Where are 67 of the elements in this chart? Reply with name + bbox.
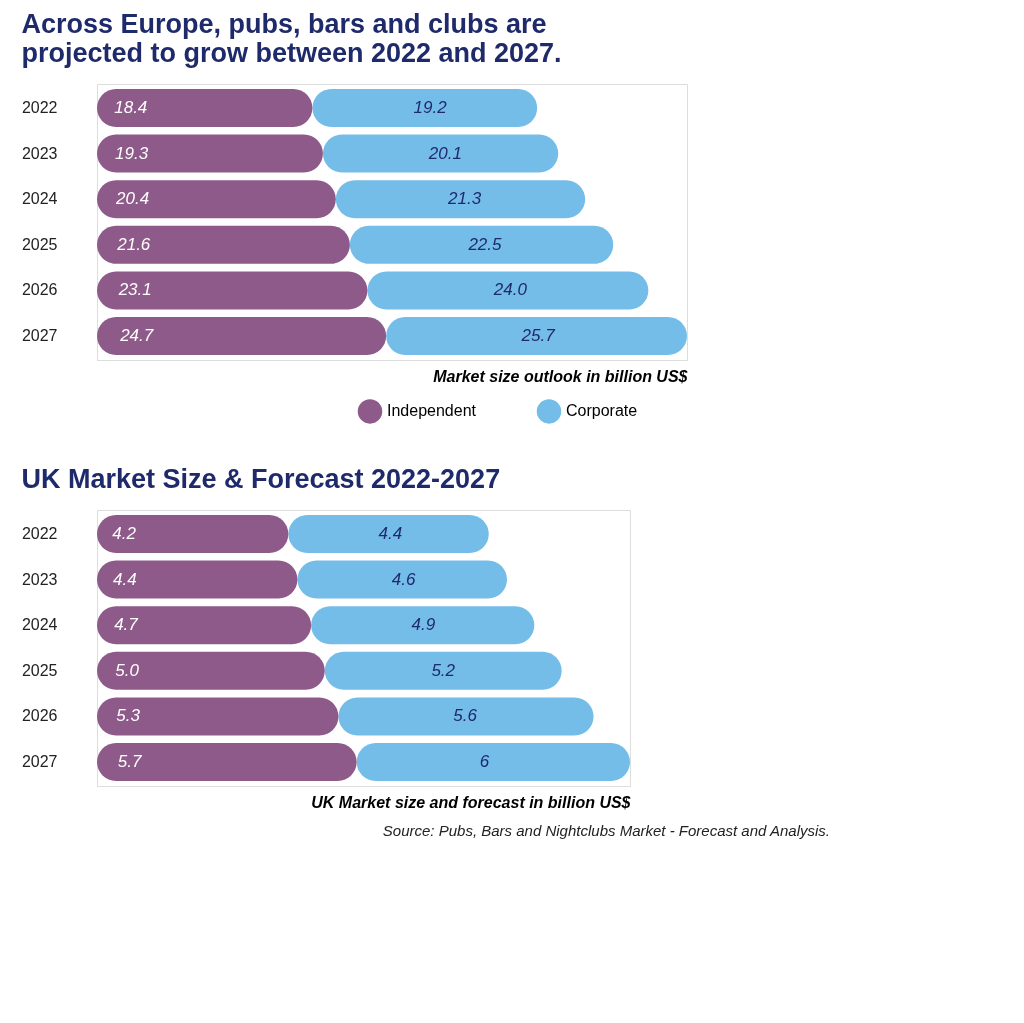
bar	[97, 606, 312, 645]
bar	[97, 514, 289, 553]
chart-title: Across Europe, pubs, bars and clubs are projected to grow between 2022 and 2027.	[21, 9, 562, 68]
data-label: 4.6	[391, 569, 416, 589]
x-axis-title: UK Market size and forecast in billion US$	[311, 793, 632, 811]
data-label: 4.2	[112, 523, 137, 543]
y-tick-label: 2025	[21, 235, 58, 253]
legend-label: Corporate	[566, 402, 638, 420]
data-label: 4.9	[411, 615, 436, 635]
data-label: 22.5	[467, 234, 503, 254]
chart-title: UK Market Size & Forecast 2022-2027	[21, 464, 501, 494]
data-label: 4.7	[114, 615, 139, 635]
data-label: 23.1	[117, 280, 152, 300]
y-tick-label: 2027	[21, 753, 58, 771]
bar	[335, 180, 586, 219]
bar	[338, 697, 594, 736]
data-label: 18.4	[114, 97, 148, 117]
data-label: 19.2	[413, 97, 448, 117]
x-axis-title: Market size outlook in billion US$	[433, 367, 689, 385]
source-note: Source: Pubs, Bars and Nightclubs Market - Forecast and Analysis.	[382, 822, 830, 839]
y-tick-label: 2026	[21, 281, 58, 299]
data-label: 6	[479, 752, 490, 772]
data-label: 24.7	[119, 326, 154, 346]
data-label: 5.7	[117, 752, 142, 772]
bar	[97, 88, 313, 127]
bar	[386, 317, 687, 356]
bar	[97, 743, 357, 782]
bar	[322, 134, 559, 173]
y-tick-label: 2023	[21, 570, 58, 588]
data-label: 25.7	[520, 326, 556, 346]
bar	[311, 606, 535, 645]
bar	[97, 317, 387, 356]
bar	[312, 88, 538, 127]
bar	[97, 134, 323, 173]
bar	[97, 271, 368, 310]
y-tick-label: 2024	[21, 616, 58, 634]
y-tick-label: 2022	[21, 524, 58, 542]
bar	[97, 560, 298, 599]
bar	[97, 697, 339, 736]
bar	[349, 225, 614, 264]
bar	[97, 225, 350, 264]
y-tick-label: 2024	[21, 190, 58, 208]
y-tick-label: 2022	[21, 98, 58, 116]
data-label: 5.6	[453, 706, 478, 726]
data-label: 21.6	[116, 234, 151, 254]
bar	[297, 560, 507, 599]
data-label: 4.4	[378, 523, 403, 543]
y-tick-label: 2027	[21, 327, 58, 345]
data-label: 19.3	[115, 143, 149, 163]
data-label: 5.0	[115, 660, 140, 680]
bar	[324, 651, 562, 690]
data-label: 5.2	[431, 660, 456, 680]
bar	[288, 514, 489, 553]
data-label: 20.4	[115, 189, 150, 209]
data-label: 20.1	[427, 143, 462, 163]
data-label: 24.0	[492, 280, 528, 300]
y-tick-label: 2023	[21, 144, 58, 162]
legend-label: Independent	[387, 402, 477, 420]
data-label: 4.4	[113, 569, 137, 589]
bar	[97, 180, 336, 219]
bar	[367, 271, 649, 310]
data-label: 21.3	[447, 189, 482, 209]
y-tick-label: 2025	[21, 661, 58, 679]
y-tick-label: 2026	[21, 707, 58, 725]
bar	[97, 651, 325, 690]
data-label: 5.3	[116, 706, 141, 726]
bar	[356, 743, 630, 782]
